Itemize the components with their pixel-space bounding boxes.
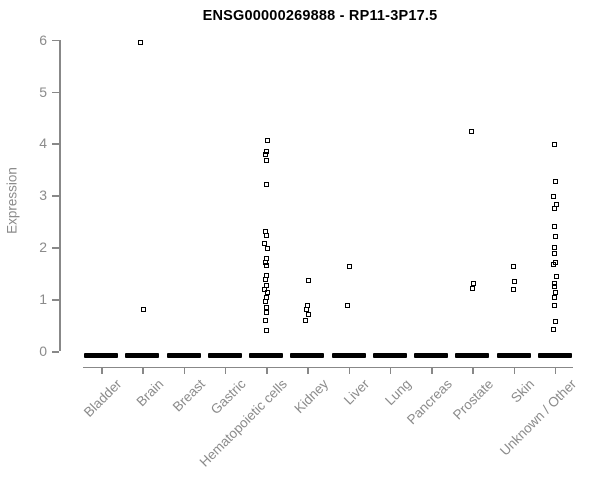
- y-axis-tick: [52, 91, 59, 93]
- zero-cluster-dash: [166, 353, 201, 358]
- data-point: [551, 262, 557, 268]
- data-point: [264, 157, 270, 163]
- zero-cluster-dash: [290, 353, 325, 358]
- data-point: [346, 264, 352, 270]
- y-axis-tick: [52, 195, 59, 197]
- data-point: [471, 280, 477, 286]
- zero-cluster-dash: [84, 353, 118, 358]
- data-point: [264, 138, 270, 144]
- y-tick-label: 4: [39, 135, 47, 152]
- zero-cluster-dash: [249, 353, 284, 358]
- x-axis-tick: [142, 366, 144, 374]
- data-point: [511, 279, 517, 285]
- data-point: [551, 302, 557, 308]
- x-axis-tick: [266, 366, 268, 374]
- data-point: [305, 278, 311, 284]
- zero-cluster-dash: [455, 353, 490, 358]
- data-point: [552, 244, 558, 250]
- data-point: [552, 295, 558, 301]
- data-point: [305, 311, 311, 317]
- data-point: [511, 286, 517, 292]
- x-axis-tick: [101, 366, 103, 374]
- data-point: [138, 39, 144, 45]
- x-axis-line: [83, 366, 573, 368]
- data-point: [264, 328, 270, 334]
- data-point: [551, 283, 557, 289]
- data-point: [551, 141, 557, 147]
- data-point: [552, 205, 558, 211]
- data-point: [551, 194, 557, 200]
- data-point: [553, 234, 559, 240]
- x-axis-tick: [224, 366, 227, 374]
- x-axis-tick: [348, 366, 351, 374]
- data-point: [263, 255, 269, 261]
- data-point: [553, 179, 559, 185]
- data-point: [553, 274, 559, 280]
- y-axis-tick: [52, 247, 59, 249]
- zero-cluster-dash: [331, 353, 366, 358]
- data-point: [264, 263, 270, 269]
- data-point: [263, 182, 269, 188]
- data-point: [262, 277, 268, 283]
- zero-cluster-dash: [496, 353, 531, 358]
- data-point: [263, 309, 269, 315]
- chart-title: ENSG00000269888 - RP11-3P17.5: [202, 8, 438, 24]
- data-point: [510, 264, 516, 270]
- zero-cluster-dash: [372, 353, 407, 358]
- data-point: [468, 129, 474, 135]
- zero-cluster-dash: [414, 353, 449, 358]
- data-point: [303, 317, 309, 323]
- y-axis-tick: [52, 143, 59, 145]
- data-point: [551, 224, 557, 230]
- data-point: [262, 228, 268, 234]
- data-point: [264, 233, 270, 239]
- y-tick-label: 0: [39, 343, 47, 359]
- y-axis-tick: [52, 39, 59, 42]
- y-tick-label: 3: [39, 187, 47, 204]
- x-category-label-wrap: Unknown / Other: [349, 375, 579, 458]
- y-axis-tick: [52, 299, 59, 301]
- y-tick-label: 5: [39, 83, 47, 100]
- y-tick-label: 2: [39, 239, 47, 256]
- data-point: [552, 280, 558, 286]
- x-axis-tick: [431, 366, 433, 374]
- data-point: [551, 251, 557, 257]
- x-axis-tick: [307, 366, 309, 374]
- zero-cluster-dash: [125, 353, 160, 358]
- data-point: [262, 286, 268, 292]
- x-axis-tick: [389, 366, 392, 374]
- data-point: [262, 240, 268, 246]
- data-point: [551, 326, 557, 332]
- data-point: [141, 306, 147, 312]
- y-axis-tick: [52, 351, 59, 353]
- x-category-label: Unknown / Other: [496, 376, 579, 459]
- zero-cluster-dash: [537, 353, 572, 358]
- x-axis-tick: [183, 366, 186, 374]
- data-point: [262, 318, 268, 324]
- data-point: [262, 298, 268, 304]
- x-axis-tick: [513, 366, 516, 374]
- x-axis-tick: [472, 366, 474, 374]
- data-point: [469, 285, 475, 291]
- y-tick-label: 1: [39, 291, 47, 308]
- data-point: [262, 260, 268, 266]
- data-point: [344, 302, 350, 308]
- data-point: [553, 290, 559, 296]
- y-axis-line: [59, 39, 61, 351]
- data-point: [553, 319, 559, 325]
- x-axis-tick: [554, 366, 557, 374]
- data-point: [262, 152, 268, 158]
- zero-cluster-dash: [207, 353, 242, 358]
- y-tick-label: 6: [39, 31, 47, 48]
- data-point: [264, 245, 270, 251]
